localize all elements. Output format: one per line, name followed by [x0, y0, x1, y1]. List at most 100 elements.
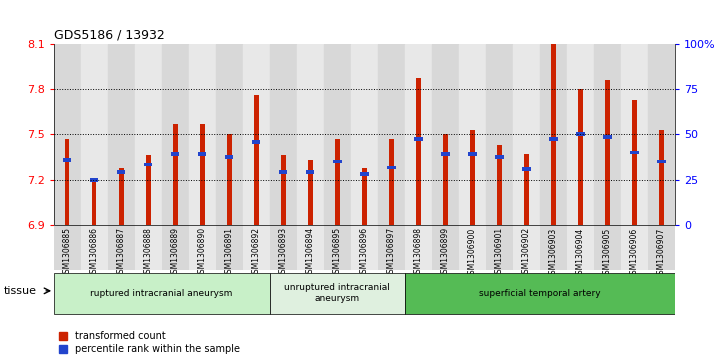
Text: tissue: tissue: [4, 286, 36, 296]
Text: GSM1306887: GSM1306887: [116, 227, 126, 278]
Bar: [198, 152, 206, 156]
Bar: [144, 163, 153, 167]
Bar: [657, 160, 665, 163]
Text: unruptured intracranial
aneurysm: unruptured intracranial aneurysm: [284, 284, 390, 303]
Bar: [432, 225, 458, 270]
Bar: [270, 273, 405, 314]
Bar: [252, 140, 261, 144]
Bar: [378, 225, 405, 270]
Bar: [470, 130, 475, 225]
Bar: [308, 160, 313, 225]
Bar: [416, 78, 421, 225]
Text: GSM1306895: GSM1306895: [333, 227, 341, 278]
Bar: [567, 44, 594, 225]
Bar: [351, 225, 378, 270]
Bar: [378, 44, 405, 225]
Bar: [335, 139, 340, 225]
Bar: [605, 80, 610, 225]
Bar: [486, 44, 513, 225]
Bar: [65, 139, 69, 225]
Bar: [497, 145, 502, 225]
Bar: [200, 124, 204, 225]
Bar: [119, 168, 124, 225]
Bar: [659, 130, 663, 225]
Bar: [443, 134, 448, 225]
Text: GSM1306889: GSM1306889: [171, 227, 180, 278]
Bar: [540, 44, 567, 225]
Bar: [278, 170, 288, 174]
Bar: [388, 139, 393, 225]
Bar: [134, 225, 161, 270]
Bar: [188, 225, 216, 270]
Bar: [54, 44, 81, 225]
Bar: [594, 225, 620, 270]
Bar: [333, 160, 341, 163]
Bar: [414, 137, 423, 141]
Text: GDS5186 / 13932: GDS5186 / 13932: [54, 28, 164, 41]
Bar: [603, 135, 612, 139]
Bar: [522, 167, 531, 171]
Bar: [405, 273, 675, 314]
Text: GSM1306902: GSM1306902: [522, 227, 531, 278]
Bar: [134, 44, 161, 225]
Bar: [270, 44, 296, 225]
Bar: [578, 89, 583, 225]
Bar: [648, 44, 675, 225]
Bar: [91, 181, 96, 225]
Text: superficial temporal artery: superficial temporal artery: [479, 289, 600, 298]
Bar: [161, 225, 188, 270]
Bar: [524, 154, 528, 225]
Bar: [188, 44, 216, 225]
Bar: [550, 44, 555, 225]
Text: GSM1306906: GSM1306906: [630, 227, 639, 278]
Text: ruptured intracranial aneurysm: ruptured intracranial aneurysm: [91, 289, 233, 298]
Bar: [81, 225, 108, 270]
Bar: [513, 225, 540, 270]
Bar: [226, 134, 231, 225]
Bar: [405, 44, 432, 225]
Bar: [161, 44, 188, 225]
Bar: [630, 151, 638, 154]
Bar: [146, 155, 151, 225]
Bar: [513, 44, 540, 225]
Bar: [486, 225, 513, 270]
Bar: [253, 95, 258, 225]
Bar: [63, 158, 71, 162]
Bar: [468, 152, 476, 156]
Bar: [173, 124, 178, 225]
Legend: transformed count, percentile rank within the sample: transformed count, percentile rank withi…: [55, 327, 244, 358]
Bar: [441, 152, 450, 156]
Bar: [567, 225, 594, 270]
Bar: [216, 225, 243, 270]
Text: GSM1306896: GSM1306896: [360, 227, 368, 278]
Bar: [405, 225, 432, 270]
Bar: [362, 168, 366, 225]
Bar: [575, 132, 585, 136]
Bar: [632, 99, 637, 225]
Text: GSM1306890: GSM1306890: [198, 227, 206, 278]
Bar: [171, 152, 179, 156]
Bar: [216, 44, 243, 225]
Bar: [108, 225, 134, 270]
Bar: [458, 225, 486, 270]
Text: GSM1306907: GSM1306907: [657, 227, 665, 278]
Text: GSM1306901: GSM1306901: [495, 227, 503, 278]
Text: GSM1306905: GSM1306905: [603, 227, 612, 278]
Text: GSM1306893: GSM1306893: [278, 227, 288, 278]
Bar: [620, 225, 648, 270]
Bar: [323, 44, 351, 225]
Bar: [432, 44, 458, 225]
Bar: [54, 225, 81, 270]
Bar: [360, 172, 368, 176]
Bar: [540, 225, 567, 270]
Bar: [243, 225, 270, 270]
Text: GSM1306886: GSM1306886: [89, 227, 99, 278]
Text: GSM1306900: GSM1306900: [468, 227, 477, 278]
Bar: [116, 170, 126, 174]
Bar: [549, 137, 558, 141]
Text: GSM1306904: GSM1306904: [575, 227, 585, 278]
Text: GSM1306897: GSM1306897: [387, 227, 396, 278]
Bar: [54, 273, 270, 314]
Text: GSM1306898: GSM1306898: [413, 227, 423, 278]
Text: GSM1306892: GSM1306892: [251, 227, 261, 278]
